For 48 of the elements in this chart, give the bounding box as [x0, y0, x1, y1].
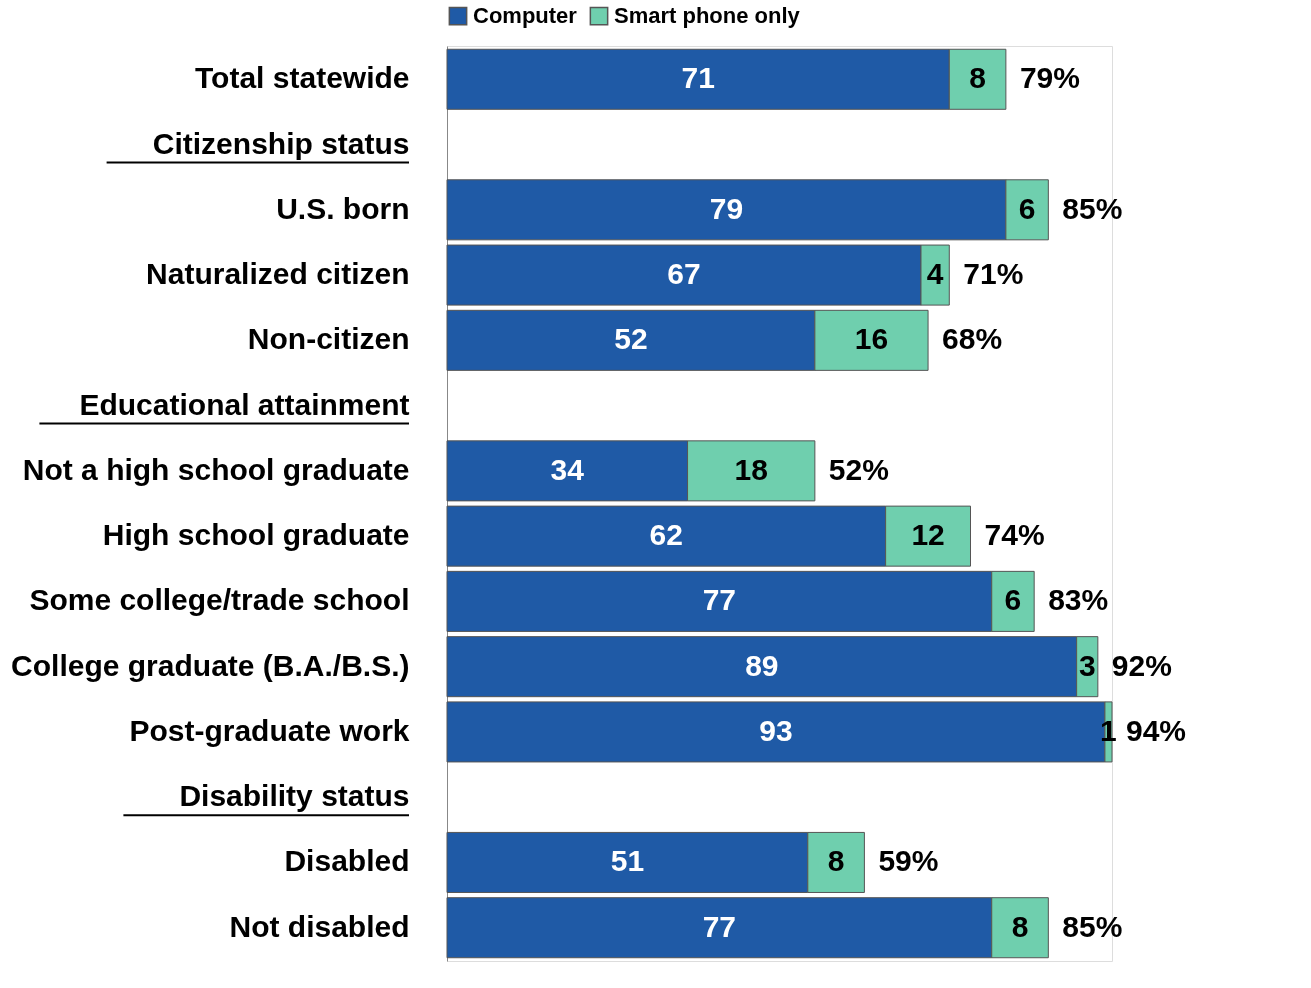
y-tick-label: U.S. born: [276, 191, 410, 225]
data-label: 77: [702, 583, 737, 617]
total-label: 92%: [1111, 648, 1172, 682]
y-tick-label: Not a high school graduate: [22, 452, 410, 486]
data-label: 6: [1004, 583, 1022, 617]
data-label: 52: [614, 322, 648, 356]
data-label: 62: [649, 518, 683, 552]
total-label: 94%: [1126, 713, 1187, 747]
total-label: 74%: [984, 518, 1045, 552]
y-tick-label: Non-citizen: [247, 322, 410, 356]
data-label: 8: [1011, 909, 1029, 943]
data-label: 51: [610, 844, 645, 878]
y-tick-label: Naturalized citizen: [146, 257, 410, 291]
total-label: 79%: [1019, 61, 1080, 95]
y-tick-label: Total statewide: [195, 61, 410, 95]
data-label: 79: [709, 191, 744, 225]
total-label: 68%: [942, 322, 1003, 356]
data-label: 8: [827, 844, 845, 878]
data-label: 4: [926, 257, 944, 291]
data-label: 71: [681, 61, 715, 95]
total-label: 85%: [1062, 909, 1123, 943]
data-label: 16: [854, 322, 889, 356]
y-tick-label: Disabled: [284, 844, 410, 878]
y-tick-label: Educational attainment: [79, 387, 410, 421]
legend-label: Smart phone only: [614, 3, 801, 29]
y-tick-label: High school graduate: [102, 518, 410, 552]
data-label: 93: [759, 713, 793, 747]
total-label: 83%: [1048, 583, 1109, 617]
y-tick-label: Not disabled: [229, 909, 410, 943]
data-label: 6: [1018, 191, 1036, 225]
data-label: 8: [969, 61, 986, 95]
data-label: 34: [550, 452, 585, 486]
y-tick-label: Post-graduate work: [129, 713, 410, 747]
data-label: 89: [745, 648, 779, 682]
data-label: 18: [734, 452, 768, 486]
total-label: 71%: [963, 257, 1024, 291]
data-label: 12: [911, 518, 945, 552]
y-tick-label: Some college/trade school: [29, 583, 410, 617]
y-tick-label: Disability status: [179, 779, 410, 813]
data-label: 3: [1078, 648, 1096, 682]
legend-label: Computer: [473, 3, 578, 29]
total-label: 59%: [878, 844, 939, 878]
data-label: 67: [667, 257, 701, 291]
total-label: 85%: [1062, 191, 1123, 225]
y-tick-label: College graduate (B.A./B.S.): [11, 648, 410, 682]
y-tick-label: Citizenship status: [152, 126, 410, 160]
total-label: 52%: [828, 452, 889, 486]
data-label: 77: [702, 909, 737, 943]
